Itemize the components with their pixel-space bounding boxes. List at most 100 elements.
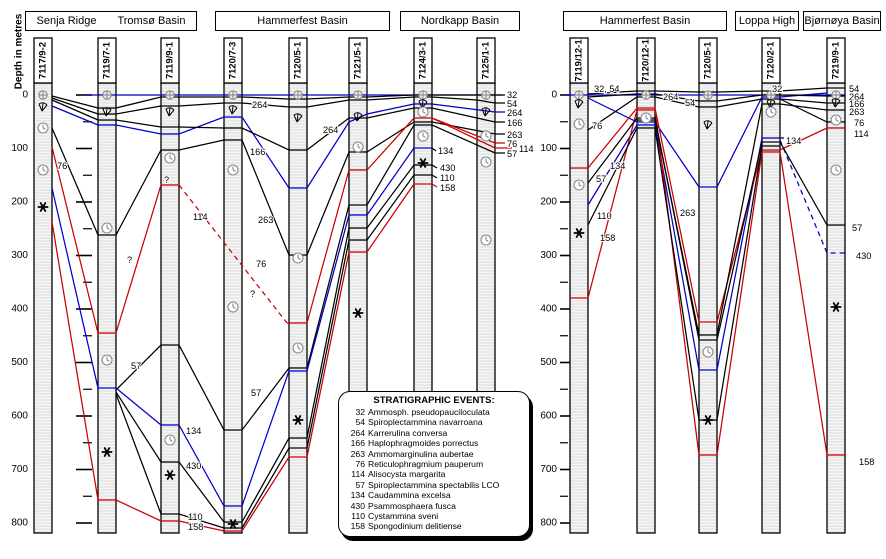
well-name-label: 7124/3-1 [418, 41, 429, 79]
black-correlation-line [587, 127, 780, 421]
left-axis-tick-label: 200 [11, 197, 28, 208]
event-code: 430 [350, 500, 365, 511]
fossil-icon [228, 105, 238, 115]
event-label: 114 [193, 212, 208, 222]
fossil-icon [293, 113, 303, 123]
event-name: Spiroplectammina spectabilis LCO [368, 479, 500, 490]
clock-icon [352, 141, 364, 153]
wellhead-icon [418, 90, 428, 100]
well-name-label: 7120/5-1 [293, 41, 304, 79]
event-label: 57 [507, 149, 517, 159]
blue-dashed-correlation-line [779, 139, 845, 254]
event-code: 57 [355, 479, 365, 490]
event-label: 264 [252, 100, 267, 110]
star-symbol [292, 415, 304, 425]
event-label: 110 [597, 211, 612, 221]
well-name-label: 7120/2-1 [766, 41, 777, 79]
event-name: Psammosphaera fusca [368, 500, 456, 511]
legend-item: 57 Spiroplectammina spectabilis LCO [345, 480, 523, 490]
event-label: 57 [131, 361, 141, 371]
well-column [569, 82, 589, 534]
wellhead-icon [641, 90, 651, 100]
basin-header-label: Hammerfest Basin [599, 15, 691, 27]
right-axis-tick-label: 800 [540, 518, 557, 529]
well-label-box [761, 37, 781, 84]
star-symbol [101, 447, 113, 457]
well-label-box [97, 37, 117, 84]
star-symbol [702, 415, 714, 425]
event-label: 32 [507, 90, 517, 100]
right-axis-tick-label: 0 [551, 90, 557, 101]
well-name-label: 7121/5-1 [353, 41, 364, 79]
depth-axis-title: Depth in metres [13, 13, 25, 90]
well-name-label: 7120/7-3 [228, 42, 239, 80]
well-label-box [826, 37, 846, 84]
event-label: 263 [258, 215, 273, 225]
left-axis-tick-label: 500 [11, 357, 28, 368]
event-label: 166 [849, 99, 864, 109]
basin-header-label: Senja Ridge [36, 15, 97, 27]
basin-header-label: Tromsø Basin [117, 15, 186, 27]
clock-icon [292, 252, 304, 264]
event-label: 114 [854, 129, 869, 139]
left-axis-tick-label: 600 [11, 411, 28, 422]
clock-icon [37, 164, 49, 176]
event-label: 54 [685, 98, 695, 108]
well-name-label: 7119/7-1 [102, 41, 113, 79]
well-name-label: 7125/1-1 [481, 41, 492, 79]
red-dashed-correlation-line [178, 184, 288, 324]
event-label: 114 [519, 144, 534, 154]
basin-header: Loppa High [735, 11, 799, 31]
event-code: 114 [351, 469, 365, 480]
clock-icon [101, 222, 113, 234]
event-label: 57 [596, 174, 606, 184]
well-name-label: 7119/12-1 [574, 39, 585, 82]
wellhead-icon [831, 90, 841, 100]
event-label: ? [164, 175, 169, 185]
event-code: 110 [351, 511, 365, 522]
event-code: 264 [350, 427, 365, 438]
black-correlation-line [587, 87, 845, 95]
event-label: 76 [57, 161, 67, 171]
right-axis-tick-label: 400 [540, 304, 557, 315]
legend-item: 264 Karrerulina conversa [345, 428, 523, 438]
red-correlation-line [51, 183, 438, 532]
event-code: 76 [355, 459, 365, 470]
red-correlation-line [51, 146, 179, 334]
event-label: 76 [507, 139, 517, 149]
well-label-box [160, 37, 180, 84]
fossil-icon [574, 99, 584, 109]
well-label-box [33, 37, 53, 84]
legend-item: 134 Caudammina excelsa [345, 490, 523, 500]
well-name-label: 7120/5-1 [703, 41, 714, 79]
well-label-box [636, 37, 656, 84]
event-label: 110 [188, 512, 203, 522]
legend-item: 76 Reticulophragmium pauperum [345, 459, 523, 469]
well-name-label: 7120/12-1 [641, 38, 652, 82]
clock-icon [227, 301, 239, 313]
black-correlation-line [115, 164, 438, 523]
basin-header-label: Bjørnøya Basin [804, 15, 880, 27]
event-code: 54 [355, 417, 365, 428]
clock-icon [480, 234, 492, 246]
left-axis-tick-label: 300 [11, 250, 28, 261]
legend-item: 430 Psammosphaera fusca [345, 501, 523, 511]
legend-item: 54 Spiroplectammina navarroana [345, 417, 523, 427]
blue-correlation-line [587, 92, 828, 188]
event-name: Caudammina excelsa [368, 490, 451, 501]
right-axis-tick-label: 600 [540, 411, 557, 422]
event-label: 158 [859, 457, 874, 467]
basin-header-label: Loppa High [738, 15, 796, 27]
right-axis-tick-label: 700 [540, 464, 557, 475]
clock-icon [164, 434, 176, 446]
well-label-box [698, 37, 718, 84]
event-label: 264 [323, 125, 338, 135]
wellhead-icon [38, 90, 48, 100]
event-name: Cystammina sveni [368, 511, 439, 522]
well-column [97, 82, 117, 534]
fossil-icon [102, 107, 112, 117]
event-label: 76 [256, 259, 266, 269]
clock-icon [702, 346, 714, 358]
event-label: 263 [849, 107, 864, 117]
clock-icon [640, 112, 652, 124]
